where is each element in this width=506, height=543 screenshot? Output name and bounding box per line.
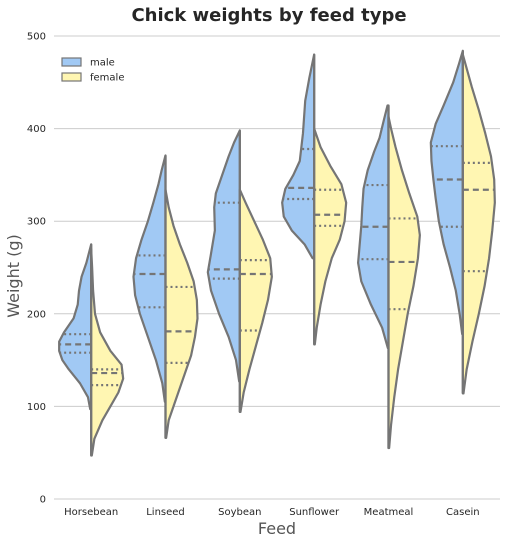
violin-female-casein [461,53,496,395]
y-tick-label-0: 0 [40,495,46,506]
legend: male female [61,57,124,84]
legend-swatch-male [61,57,82,67]
x-tick-label-linseed: Linseed [146,507,185,518]
chart-title: Chick weights by feed type [131,5,406,26]
y-tick-label-300: 300 [27,217,46,228]
violin-male-horsebean [58,243,93,411]
violin-female-sunflower [313,127,348,346]
violin-female-horsebean [90,247,125,457]
legend-label-female: female [90,73,124,84]
violin-male-soybean [206,129,241,383]
x-tick-label-horsebean: Horsebean [64,507,118,518]
violin-male-linseed [132,154,167,403]
y-axis-label: Weight (g) [4,234,23,317]
x-tick-label-soybean: Soybean [218,507,261,518]
x-tick-label-casein: Casein [446,507,480,518]
violin-female-meatmeal [387,115,421,450]
y-tick-label-100: 100 [27,402,46,413]
y-tick-label-200: 200 [27,309,46,320]
y-tick-labels: 0 100 200 300 400 500 [27,32,46,506]
x-tick-labels: Horsebean Linseed Soybean Sunflower Meatmeal… [64,507,480,518]
violin-male-casein [429,49,464,336]
x-axis-label: Feed [258,519,296,538]
violin-male-sunflower [281,53,316,260]
violin-female-linseed [164,188,199,439]
x-tick-label-sunflower: Sunflower [289,507,340,518]
violin-female-soybean [238,188,273,414]
legend-swatch-female [61,72,82,82]
grid-layer [54,35,500,500]
y-tick-label-400: 400 [27,124,46,135]
x-tick-label-meatmeal: Meatmeal [364,507,414,518]
violin-layer [58,49,496,457]
y-tick-label-500: 500 [27,32,46,43]
legend-label-male: male [90,58,115,69]
